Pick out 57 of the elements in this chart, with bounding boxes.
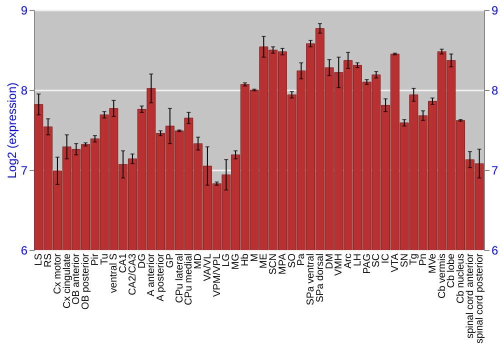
x-tick-label: M — [249, 254, 260, 262]
x-tick-label: DG — [136, 253, 148, 268]
y2-tick-label: 9 — [492, 4, 498, 18]
x-tick-label: SC — [371, 254, 382, 268]
x-tick-label: spinal cord anterior — [464, 252, 476, 339]
x-tick-label: Pir — [90, 252, 101, 266]
x-tick-label: VMH — [334, 254, 345, 276]
x-tick-label: VTA — [390, 253, 401, 272]
x-tick-label: PAG — [362, 253, 373, 274]
x-tick-label: IC — [380, 254, 392, 264]
y2-tick-label: 8 — [492, 84, 498, 98]
x-tick-label: Cb vermis — [436, 254, 448, 299]
x-tick-label: spinal cord posterior — [474, 252, 486, 344]
x-tick-label: MVe — [427, 253, 438, 274]
x-tick-label: LS — [34, 253, 45, 266]
x-tick-label: Hb — [240, 253, 251, 266]
x-tick-label: Arc — [343, 254, 354, 268]
y-axis-title: Log2 (expression) — [4, 82, 19, 179]
x-tick-label: SN — [399, 254, 410, 268]
x-tick-label: CPu medial — [184, 254, 195, 306]
x-tick-label: CPu lateral — [174, 254, 186, 303]
x-tick-label: ventral S — [108, 253, 120, 293]
x-tick-label: DM — [324, 254, 336, 270]
x-tick-label: MD — [193, 254, 204, 270]
x-tick-label: GP — [164, 253, 176, 268]
y-tick-label: 7 — [20, 164, 28, 178]
x-tick-label: A posterior — [156, 252, 167, 302]
x-tick-label: VA/VL — [202, 253, 214, 282]
x-tick-label: CA2/CA3 — [127, 253, 138, 296]
x-tick-label: OB posterior — [80, 252, 92, 310]
x-tick-label: SPa dorsal — [314, 254, 326, 302]
x-tick-label: Pn — [418, 254, 430, 266]
x-tick-label: MPA — [277, 253, 288, 274]
x-tick-label: LH — [352, 254, 364, 266]
x-tick-label: RS — [43, 253, 54, 268]
y2-tick-label: 7 — [492, 164, 498, 178]
x-tick-label: MG — [230, 253, 242, 270]
x-tick-label: SCN — [268, 254, 280, 275]
x-tick-label: Cb nucleus — [456, 254, 467, 304]
x-tick-label: OB anterior — [71, 252, 82, 305]
x-tick-label: Cb lobe — [446, 253, 458, 288]
x-tick-label: SPa ventral — [306, 254, 317, 306]
x-tick-label: CA1 — [118, 253, 130, 273]
x-tick-label: Cx motor — [52, 252, 64, 294]
y-tick-label: 9 — [20, 4, 28, 18]
x-tick-label: LG — [221, 253, 232, 267]
x-tick-label: SO — [286, 253, 298, 268]
x-tick-label: ME — [258, 253, 270, 268]
x-tick-label: Pa — [296, 253, 308, 266]
x-tick-label: Cx cingulate — [62, 253, 73, 309]
x-tick-label: Tu — [99, 254, 110, 265]
y-tick-label: 8 — [20, 84, 28, 98]
x-tick-label: Tg — [408, 254, 420, 266]
x-tick-label: VPM/VPL — [212, 253, 223, 297]
y2-tick-label: 6 — [492, 244, 498, 258]
x-tick-label: A anterior — [146, 252, 158, 296]
y-tick-label: 6 — [20, 244, 28, 258]
